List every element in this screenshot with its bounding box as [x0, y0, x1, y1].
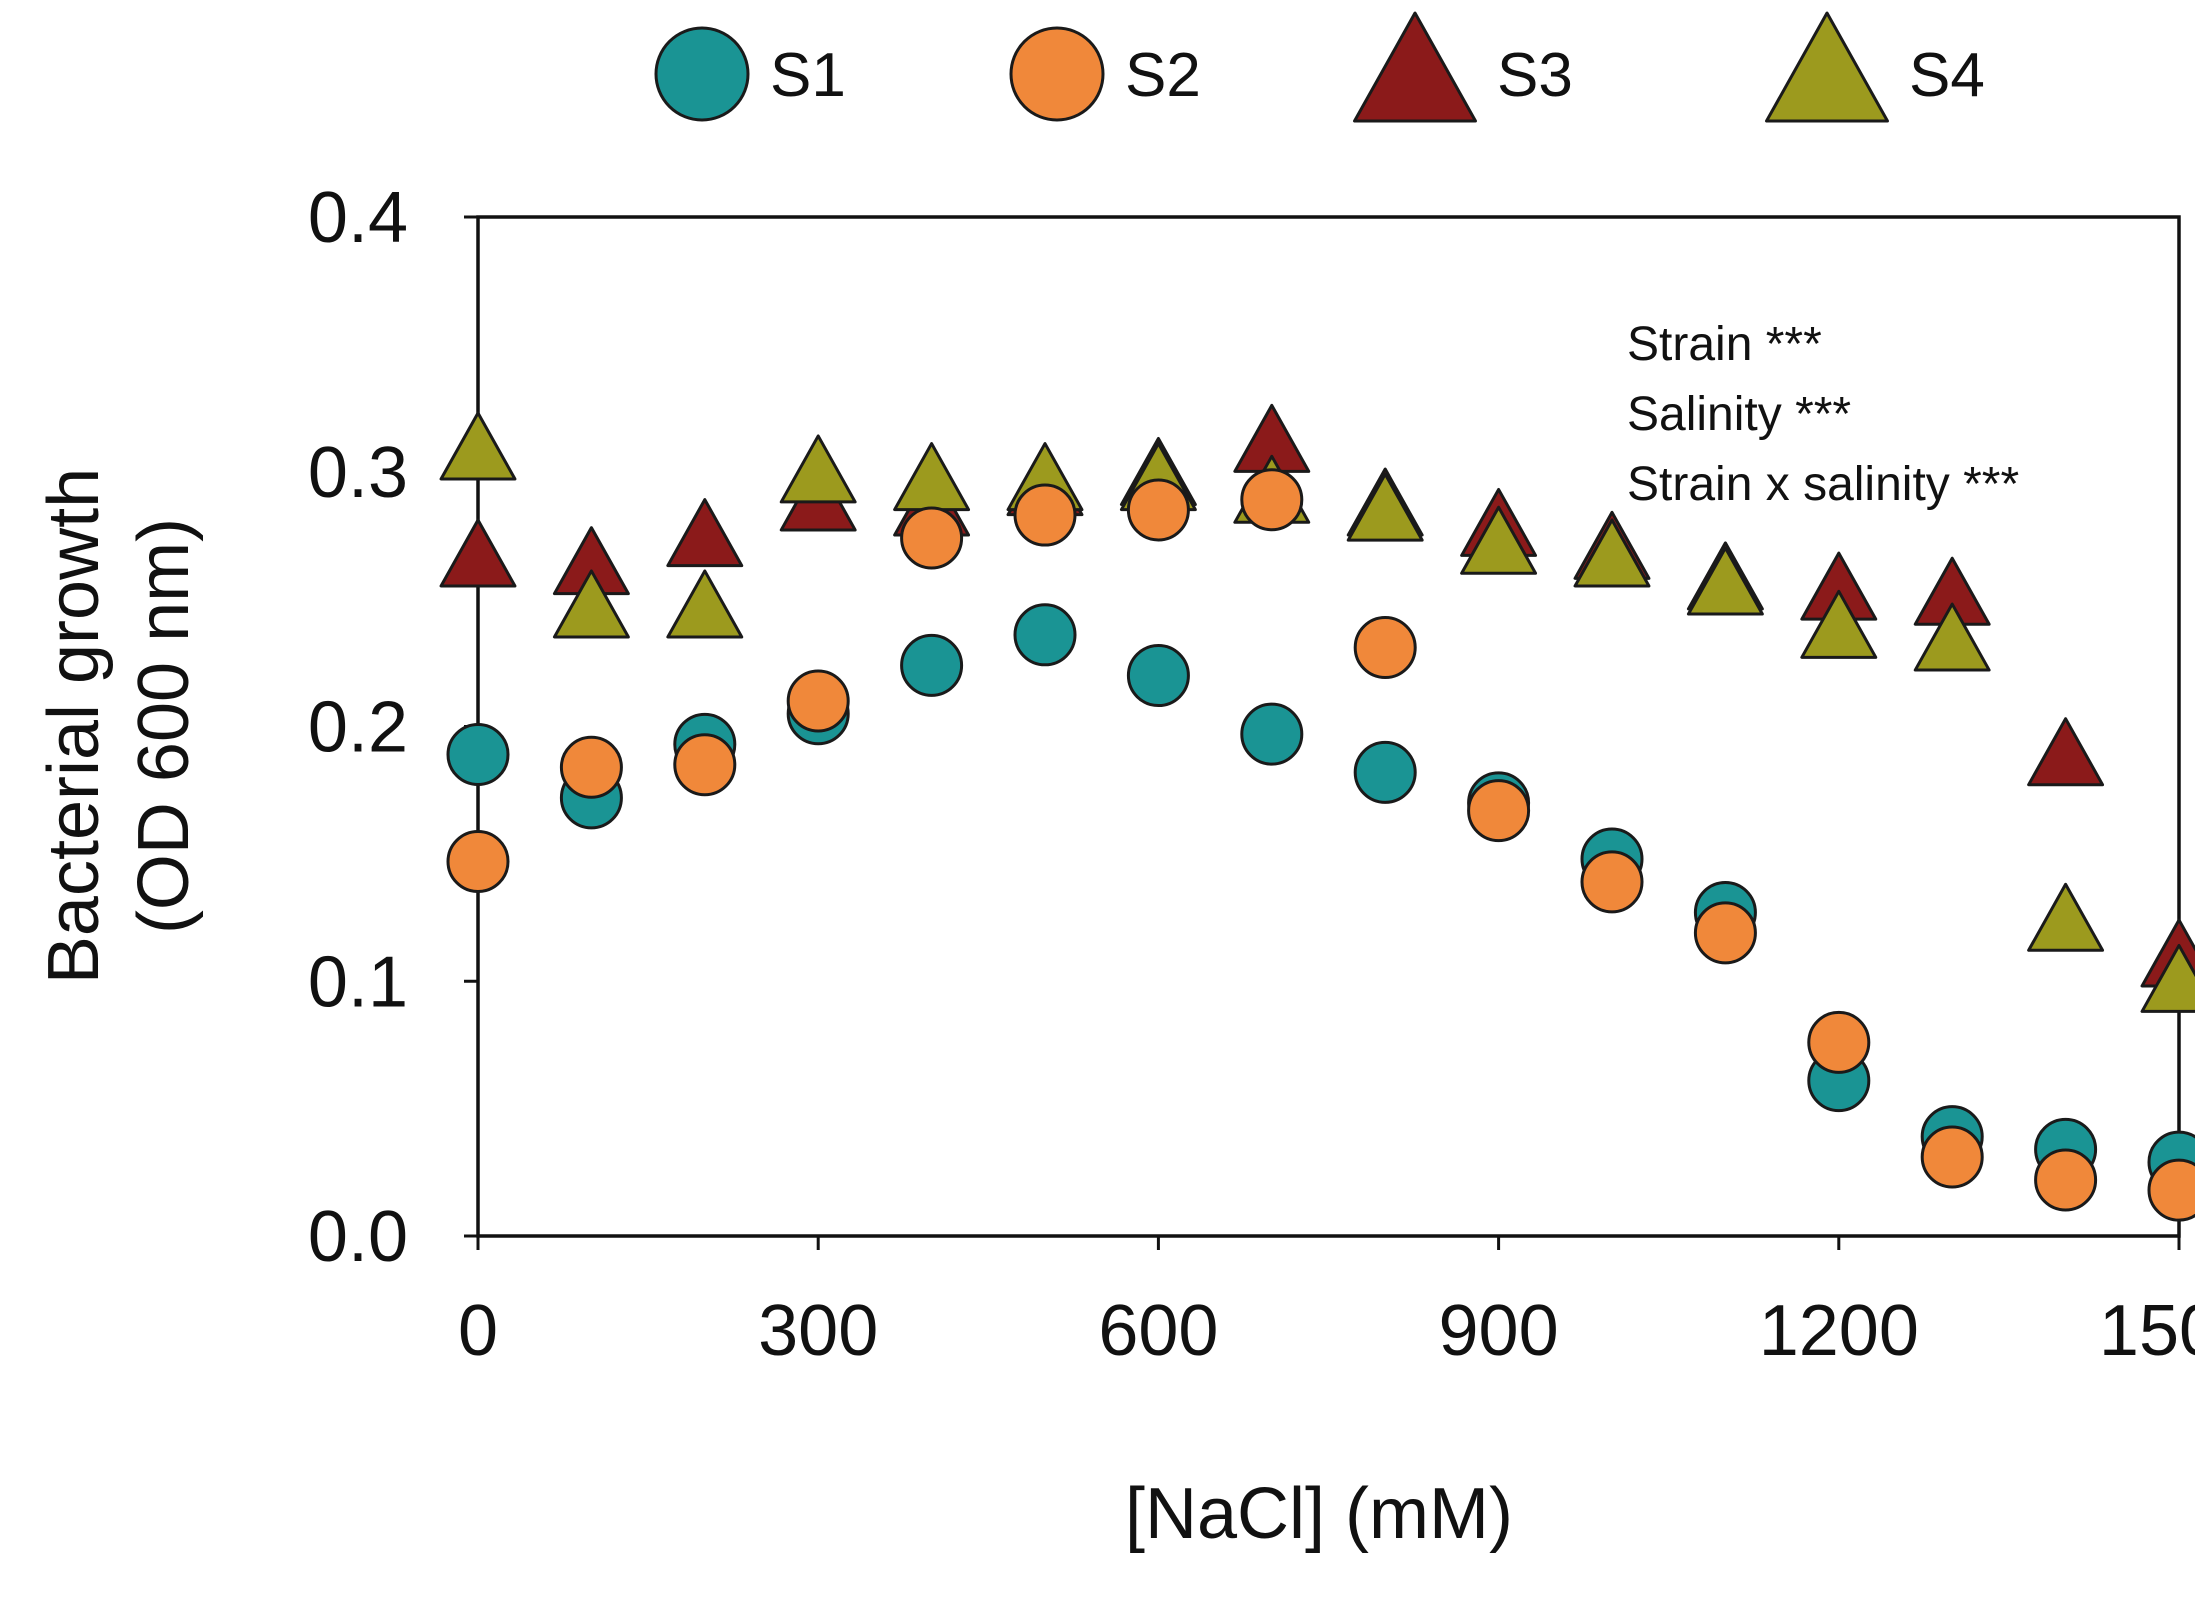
y-tick-label-0-0: 0.0 — [308, 1197, 408, 1277]
point-s2-800 — [1353, 616, 1417, 680]
legend-label-s1: S1 — [770, 41, 846, 110]
series-s1 — [446, 603, 2195, 1194]
x-tick-label-0: 0 — [458, 1291, 498, 1371]
point-s3-0 — [439, 518, 517, 588]
point-s4-300 — [779, 434, 857, 504]
legend-label-s3: S3 — [1497, 41, 1573, 110]
point-s4-1500 — [2140, 943, 2195, 1013]
point-s4-1100 — [1686, 546, 1764, 616]
x-tick-label-1200: 1200 — [1759, 1291, 1919, 1371]
point-s1-700 — [1240, 702, 1304, 766]
point-s2-600 — [1126, 478, 1190, 542]
series-s4 — [439, 411, 2195, 1013]
point-s2-500 — [1013, 483, 1077, 547]
legend-label-s4: S4 — [1909, 41, 1985, 110]
legend-marker-s3 — [1353, 11, 1477, 123]
y-tick-label-0-4: 0.4 — [308, 178, 408, 258]
y-axis-title-line-2: (OD 600 nm) — [124, 518, 204, 934]
point-s1-500 — [1013, 603, 1077, 667]
point-s4-200 — [666, 569, 744, 639]
point-s2-1300 — [1920, 1125, 1984, 1189]
legend: S1 S2 S3 S4 — [654, 11, 1985, 123]
y-axis-title-line-1: Bacterial growth — [34, 468, 114, 984]
point-s2-200 — [673, 733, 737, 797]
point-s1-800 — [1353, 740, 1417, 804]
legend-item-s3: S3 — [1353, 11, 1573, 123]
point-s2-900 — [1467, 779, 1531, 843]
x-tick-label-1500: 1500 — [2099, 1291, 2195, 1371]
point-s4-1300 — [1913, 602, 1991, 672]
x-axis-title: [NaCl] (mM) — [1125, 1474, 1513, 1554]
point-s2-100 — [559, 735, 623, 799]
axis-ticks: 0 300 600 900 1200 1500 0.0 0.1 0.2 0.3 0.4 — [308, 178, 2195, 1371]
point-s4-0 — [439, 411, 517, 481]
point-s4-900 — [1460, 505, 1538, 575]
x-tick-label-600: 600 — [1098, 1291, 1218, 1371]
legend-item-s4: S4 — [1765, 11, 1985, 123]
legend-marker-s1 — [654, 26, 750, 122]
plot-area-frame — [476, 215, 2181, 1238]
point-s4-100 — [552, 569, 630, 639]
point-s4-400 — [893, 442, 971, 512]
x-tick-label-300: 300 — [758, 1291, 878, 1371]
point-s2-0 — [446, 830, 510, 894]
legend-label-s2: S2 — [1125, 41, 1201, 110]
legend-marker-s2 — [1009, 26, 1105, 122]
y-tick-label-0-3: 0.3 — [308, 433, 408, 513]
point-s4-1000 — [1573, 518, 1651, 588]
point-s1-400 — [900, 633, 964, 697]
point-s1-0 — [446, 723, 510, 787]
point-s2-700 — [1240, 468, 1304, 532]
point-s1-600 — [1126, 644, 1190, 708]
point-s2-1400 — [2034, 1148, 2098, 1212]
point-s3-200 — [666, 498, 744, 568]
y-tick-label-0-1: 0.1 — [308, 942, 408, 1022]
series-s2 — [446, 468, 2195, 1222]
point-s2-400 — [900, 506, 964, 570]
legend-marker-s4 — [1765, 11, 1889, 123]
annotation-strain: Strain *** — [1627, 318, 1822, 371]
x-tick-label-900: 900 — [1439, 1291, 1559, 1371]
point-s3-1400 — [2027, 717, 2105, 787]
point-s4-800 — [1346, 472, 1424, 542]
legend-item-s1: S1 — [654, 26, 846, 122]
data-points — [439, 403, 2195, 1222]
point-s4-1400 — [2027, 882, 2105, 952]
point-s2-1200 — [1807, 1010, 1871, 1074]
point-s2-1100 — [1693, 901, 1757, 965]
point-s2-1500 — [2147, 1158, 2195, 1222]
point-s2-300 — [786, 669, 850, 733]
legend-item-s2: S2 — [1009, 26, 1201, 122]
point-s2-1000 — [1580, 850, 1644, 914]
annotation-salinity: Salinity *** — [1627, 388, 1851, 441]
annotation-strain-x-salinity: Strain x salinity *** — [1627, 458, 2019, 511]
annotations: Strain *** Salinity *** Strain x salinity … — [1627, 318, 2019, 511]
point-s4-1200 — [1800, 589, 1878, 659]
y-tick-label-0-2: 0.2 — [308, 688, 408, 768]
